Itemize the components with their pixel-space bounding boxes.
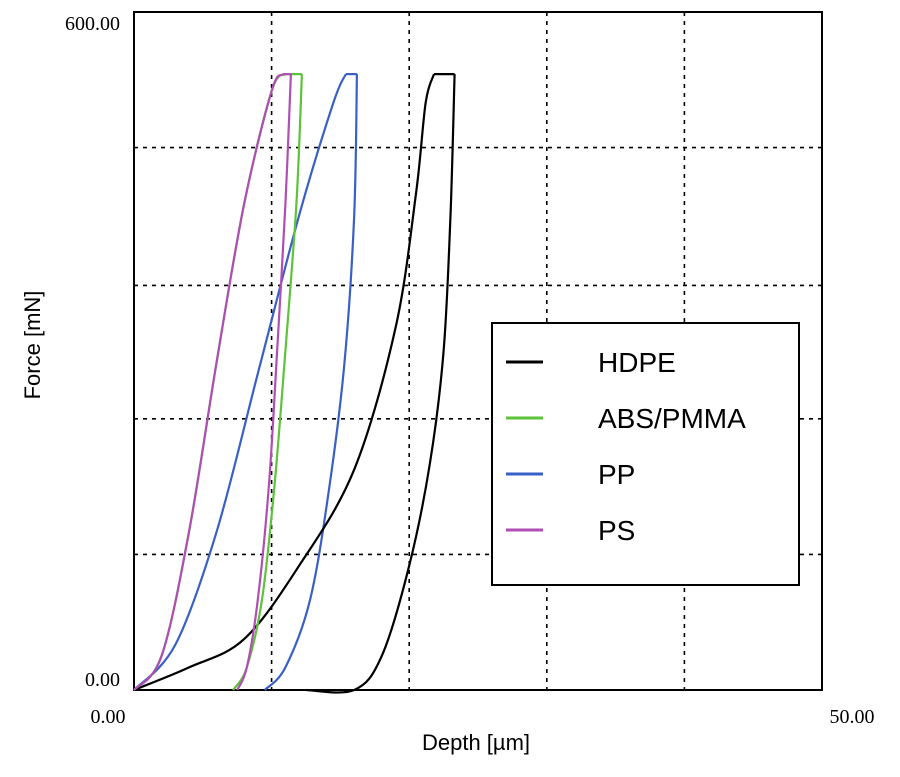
series-hdpe-unloading-line — [305, 74, 456, 694]
legend-box — [491, 322, 800, 586]
y-tick-label-top: 600.00 — [65, 13, 120, 35]
series-ps — [133, 73, 292, 691]
legend: HDPE ABS/PMMA PP PS — [506, 347, 746, 546]
x-axis-label: Depth [µm] — [422, 730, 530, 755]
y-axis-label: Force [mN] — [20, 291, 45, 400]
series-pp — [133, 73, 358, 691]
series-layer — [133, 73, 456, 694]
legend-label-pp: PP — [598, 459, 635, 490]
x-tick-label-right: 50.00 — [830, 706, 875, 728]
series-pp-loading-line — [133, 73, 347, 691]
legend-label-ps: PS — [598, 515, 635, 546]
grid — [134, 12, 822, 690]
y-tick-label-bottom: 0.00 — [85, 669, 120, 691]
series-hdpe-loading-line — [133, 73, 436, 692]
series-ps-unloading-line — [236, 74, 292, 691]
series-ps-loading-line — [133, 73, 284, 691]
series-hdpe — [133, 73, 456, 694]
legend-label-hdpe: HDPE — [598, 347, 676, 378]
x-tick-label-left: 0.00 — [91, 706, 126, 728]
series-pp-unloading-line — [263, 74, 358, 691]
legend-label-abs-pmma: ABS/PMMA — [598, 403, 746, 434]
